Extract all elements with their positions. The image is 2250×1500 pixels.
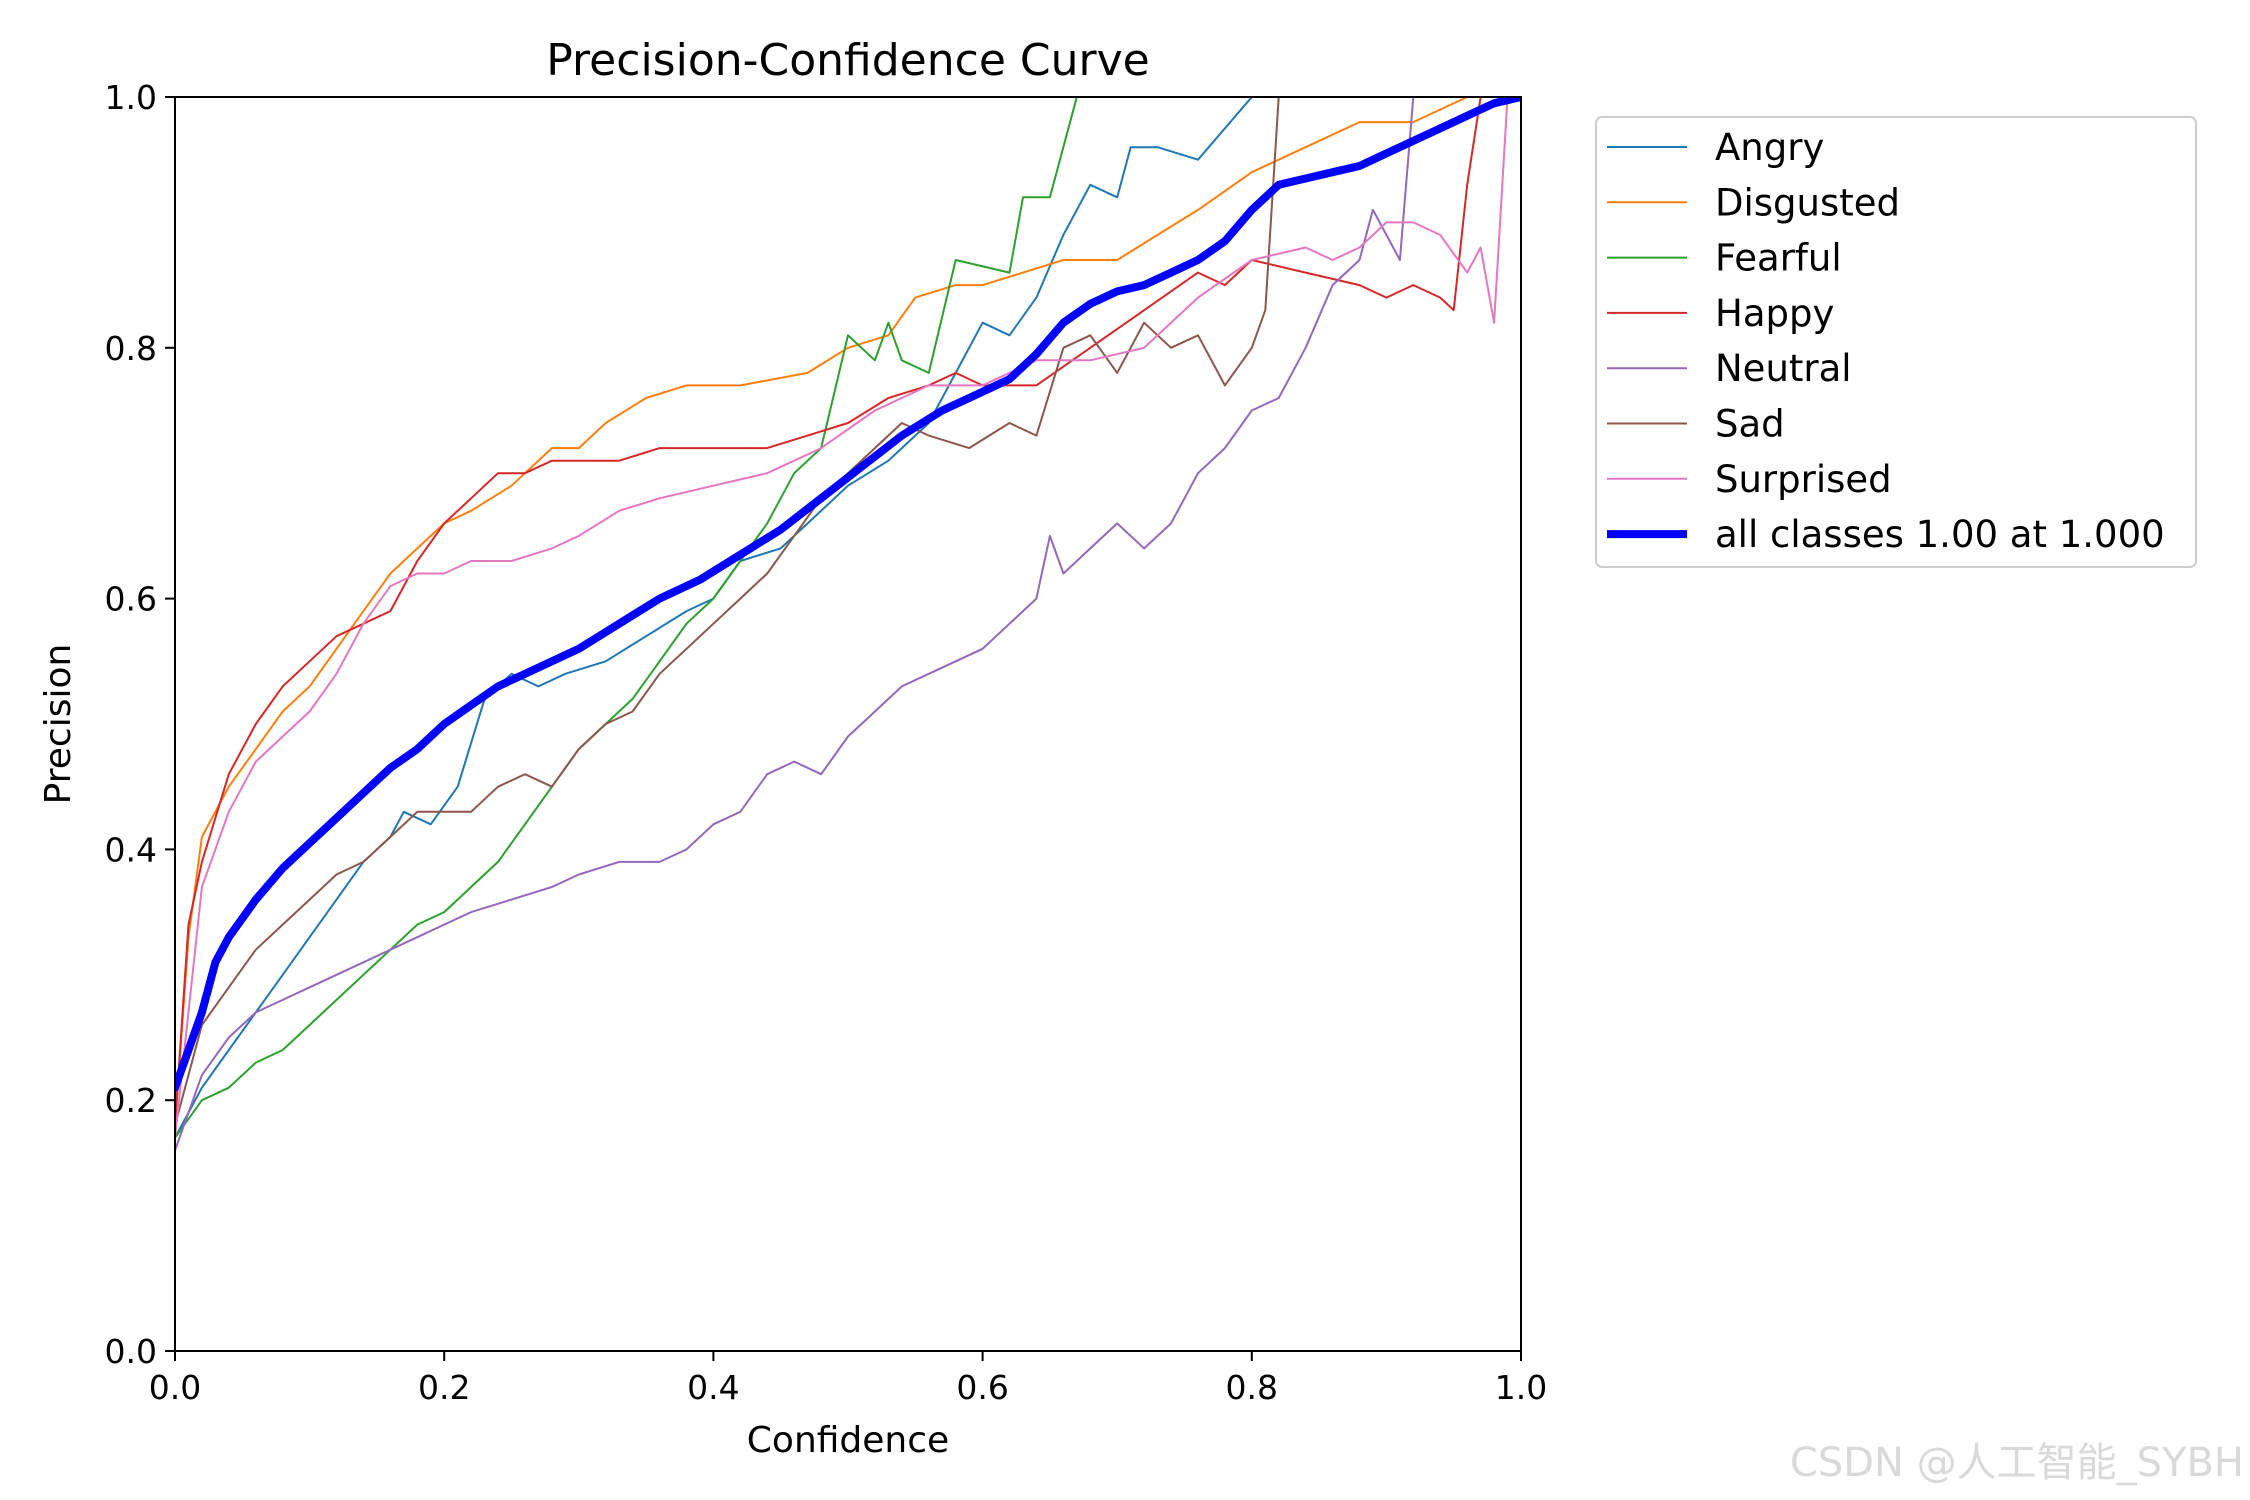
legend-label: all classes 1.00 at 1.000	[1715, 513, 2165, 556]
series-layer	[175, 97, 1521, 1152]
legend-label: Surprised	[1715, 458, 1892, 501]
legend-box	[1595, 116, 2197, 568]
watermark: CSDN @人工智能_SYBH	[1789, 1440, 2244, 1486]
x-tick-label: 0.4	[687, 1368, 739, 1407]
x-tick-label: 0.8	[1226, 1368, 1278, 1407]
y-axis: 0.0 0.2 0.4 0.6 0.8 1.0	[105, 78, 175, 1371]
x-axis: 0.0 0.2 0.4 0.6 0.8 1.0	[149, 1351, 1547, 1407]
x-tick-label: 0.6	[956, 1368, 1008, 1407]
y-axis-label: Precision	[38, 644, 79, 805]
y-tick-label: 0.6	[105, 580, 157, 619]
y-tick-label: 0.0	[105, 1332, 157, 1371]
legend-label: Neutral	[1715, 347, 1852, 390]
legend: Angry Disgusted Fearful Happy Neutral Sad Surp…	[1595, 116, 2197, 568]
y-tick-label: 0.8	[105, 329, 157, 368]
series-line-angry	[175, 97, 1253, 1139]
series-line-sad	[175, 97, 1280, 1127]
legend-label: Sad	[1715, 403, 1785, 446]
x-axis-label: Confidence	[747, 1420, 949, 1461]
x-tick-label: 0.0	[149, 1368, 201, 1407]
legend-label: Happy	[1715, 292, 1834, 335]
legend-label: Angry	[1715, 126, 1824, 169]
y-tick-label: 1.0	[105, 78, 157, 117]
series-line-fearful	[175, 97, 1078, 1139]
legend-label: Fearful	[1715, 237, 1842, 280]
series-line-neutral	[175, 97, 1415, 1152]
plot-frame	[174, 96, 1522, 1352]
x-tick-label: 0.2	[418, 1368, 470, 1407]
chart-title: Precision-Confidence Curve	[546, 35, 1149, 86]
y-tick-label: 0.2	[105, 1081, 157, 1120]
series-line-happy	[175, 97, 1482, 1127]
series-line-surprised	[175, 97, 1509, 1139]
y-tick-label: 0.4	[105, 830, 157, 869]
series-line-all-classes-1-00-at-1-000	[175, 97, 1521, 1092]
x-tick-label: 1.0	[1495, 1368, 1547, 1407]
legend-label: Disgusted	[1715, 181, 1900, 224]
series-line-disgusted	[175, 97, 1469, 1127]
